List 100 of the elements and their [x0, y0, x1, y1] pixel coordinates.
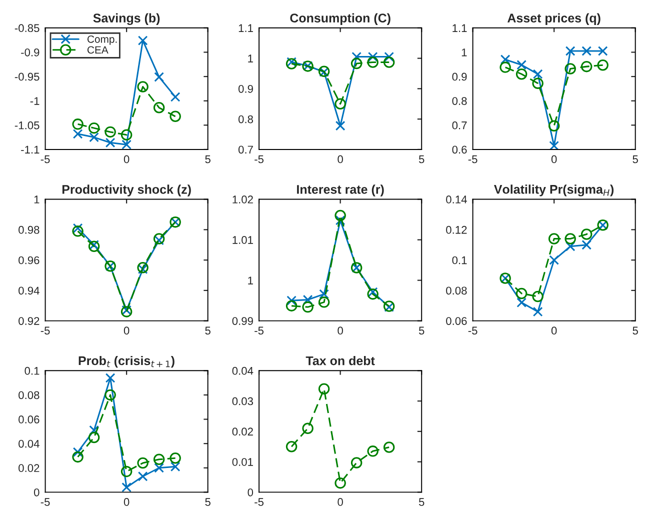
- x-tick-label: 0: [338, 155, 343, 164]
- y-tick-label: 1: [248, 276, 253, 284]
- point: [548, 120, 560, 132]
- point: [383, 56, 395, 68]
- point: [318, 383, 330, 395]
- point: [137, 457, 148, 469]
- point: [286, 296, 296, 306]
- point: [286, 58, 298, 70]
- point: [564, 63, 576, 74]
- y-tick-label: 0.1: [24, 366, 40, 375]
- point: [367, 446, 378, 457]
- point: [549, 255, 560, 265]
- point: [367, 56, 378, 68]
- point: [582, 46, 592, 56]
- point: [120, 129, 132, 140]
- point: [516, 298, 526, 308]
- y-tick-label: 0.7: [238, 146, 253, 154]
- y-tick-label: 1.02: [232, 196, 253, 204]
- x-tick-label: 0: [338, 498, 343, 506]
- y-tick-label: 0.1: [452, 256, 467, 264]
- point: [88, 240, 100, 252]
- chart-title: Consumption (C): [290, 13, 390, 25]
- point: [170, 92, 180, 102]
- point: [500, 54, 510, 64]
- y-tick-label: 1.01: [232, 236, 253, 244]
- y-tick-label: 0.6: [452, 146, 467, 154]
- chart-title: Interest rate (r): [297, 184, 384, 196]
- point: [350, 457, 362, 468]
- y-tick-label: 0.96: [18, 256, 40, 264]
- point: [170, 110, 181, 122]
- y-tick-label: 0.04: [232, 366, 254, 375]
- y-tick-label: 0.08: [18, 391, 40, 400]
- x-tick-label: 0: [338, 326, 343, 335]
- point: [104, 126, 116, 138]
- point: [516, 288, 528, 300]
- x-tick-label: 5: [418, 326, 424, 335]
- y-tick-label: 0.94: [18, 286, 40, 295]
- point: [122, 140, 132, 150]
- x-tick-label: 5: [205, 326, 210, 335]
- point: [105, 373, 116, 383]
- point: [105, 138, 116, 148]
- x-tick-label: 0: [551, 326, 557, 335]
- y-tick-label: 1.1: [238, 24, 253, 32]
- point: [564, 233, 576, 244]
- point: [138, 471, 148, 482]
- point: [532, 290, 544, 302]
- point: [89, 132, 99, 142]
- point: [334, 477, 346, 489]
- point: [516, 68, 528, 80]
- point: [104, 389, 116, 401]
- point: [137, 81, 148, 92]
- x-tick-label: -5: [468, 155, 478, 164]
- point: [582, 240, 592, 250]
- x-tick-label: 5: [632, 326, 638, 335]
- point: [302, 294, 313, 305]
- point: [532, 69, 543, 80]
- y-tick-label: -1: [30, 97, 40, 105]
- y-tick-label: 0.92: [18, 317, 40, 325]
- y-tick-label: 0.08: [446, 286, 467, 295]
- point: [170, 452, 181, 464]
- point: [580, 228, 592, 240]
- point: [88, 432, 100, 444]
- x-tick-label: -5: [40, 155, 50, 164]
- point: [334, 98, 346, 110]
- chart-title: Tax on debt: [306, 356, 375, 366]
- chart-title: Volatility Pr(sigma$_{H}$): [494, 184, 614, 196]
- point: [500, 62, 511, 73]
- y-tick-label: 0.8: [452, 97, 467, 105]
- x-tick-label: 5: [418, 155, 424, 164]
- y-tick-label: 0.9: [452, 72, 467, 81]
- y-tick-label: 0.98: [18, 226, 40, 234]
- x-tick-label: -5: [254, 326, 264, 335]
- point: [335, 120, 346, 131]
- y-tick-label: -0.9: [21, 48, 40, 56]
- point: [88, 122, 100, 134]
- y-tick-label: 0.99: [232, 317, 253, 325]
- x-tick-label: 5: [205, 155, 210, 164]
- y-tick-label: 0.01: [232, 458, 253, 466]
- y-tick-label: 0.02: [18, 464, 40, 472]
- point: [120, 466, 132, 478]
- point: [350, 58, 362, 70]
- point: [384, 52, 394, 62]
- point: [368, 52, 378, 62]
- point: [516, 60, 526, 70]
- y-tick-label: 1: [248, 54, 253, 62]
- point: [153, 102, 165, 114]
- y-tick-label: 0.06: [446, 317, 467, 325]
- point: [548, 233, 560, 244]
- point: [318, 296, 330, 308]
- x-tick-label: 5: [418, 498, 424, 506]
- y-tick-label: 0.8: [238, 115, 254, 124]
- y-tick-label: 0: [248, 488, 254, 496]
- x-tick-label: -5: [254, 498, 264, 506]
- x-tick-label: 0: [124, 326, 130, 335]
- y-tick-label: 0.04: [18, 440, 40, 448]
- x-tick-label: -5: [254, 155, 264, 164]
- point: [302, 422, 314, 434]
- point: [154, 72, 164, 82]
- x-tick-label: 0: [124, 155, 130, 164]
- point: [598, 46, 608, 56]
